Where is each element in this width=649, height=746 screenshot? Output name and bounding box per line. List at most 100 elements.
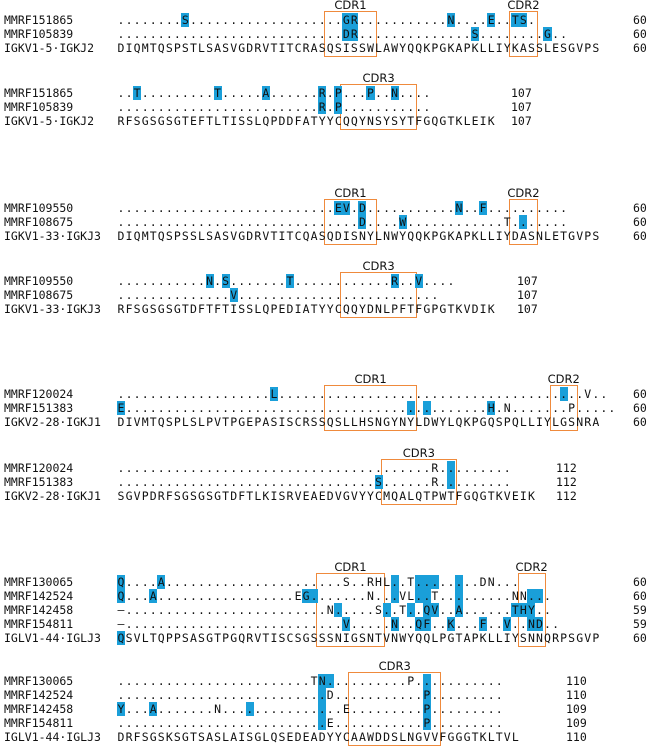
position-number: 60: [633, 589, 647, 603]
cdr-title: CDR3: [362, 71, 395, 85]
sequence-text: ..............V.........................: [117, 288, 439, 302]
position-number: 60: [633, 13, 647, 27]
sequence-text: ...................L....................…: [117, 387, 608, 401]
sequence-label: MMRF142458: [4, 702, 74, 716]
sequence-text: DRFSGSKSGTSASLAISGLQSEDEADYYCAAWDDSLNGVV…: [117, 730, 519, 744]
sequence-text: ...........N.S.......T............R..V..…: [117, 274, 455, 288]
sequence-row: MMRF142524 ..........................D...…: [0, 688, 649, 702]
position-number: 107: [511, 114, 532, 128]
sequence-row: MMRF142458 –.........................N...…: [0, 603, 649, 617]
sequence-label: IGLV1-44·IGLJ3: [4, 730, 101, 744]
position-number: 60: [633, 401, 647, 415]
sequence-text: DIQMTQSPSTLSASVGDRVTITCRASQSISSWLAWYQQKP…: [117, 41, 600, 55]
sequence-text: ..T.........T.....A......R.P...P..N....: [117, 86, 431, 100]
sequence-text: –...........................V.....N..QF.…: [117, 617, 560, 631]
sequence-row: MMRF105839 .........................R.P..…: [0, 100, 649, 114]
sequence-row: MMRF109550 ...........................EV.…: [0, 201, 649, 215]
sequence-label: MMRF130065: [4, 575, 74, 589]
sequence-label: IGKV1-33·IGKJ3: [4, 302, 101, 316]
sequence-label: IGKV1-5·IGKJ2: [4, 41, 95, 55]
position-number: 60: [633, 575, 647, 589]
sequence-text: DIVMTQSPLSLPVTPGEPASISCRSSQSLLHSNGYNYLDW…: [117, 415, 600, 429]
sequence-label: MMRF105839: [4, 27, 74, 41]
sequence-row: MMRF142524 Q...A.................EG......…: [0, 589, 649, 603]
sequence-text: ...........................EV.D.........…: [117, 201, 568, 215]
sequence-text: RFSGSGSGTDFTFTISSLQPEDIATYYCQQYDNLPFTFGP…: [117, 302, 495, 316]
sequence-label: MMRF120024: [4, 387, 74, 401]
sequence-text: QSVLTQPPSASGTPGQRVTISCSGSSSNIGSNTVNWYQQL…: [117, 631, 600, 645]
position-number: 60: [633, 631, 647, 645]
cdr-title: CDR3: [362, 259, 395, 273]
sequence-label: IGKV2-28·IGKJ1: [4, 489, 101, 503]
sequence-label: MMRF142524: [4, 688, 74, 702]
cdr-title: CDR1: [354, 372, 387, 386]
sequence-text: Y...A.......N...............E.........P.…: [117, 702, 503, 716]
sequence-text: .........................R.P...........: [117, 100, 431, 114]
cdr-title: CDR2: [515, 560, 548, 574]
position-number: 107: [517, 274, 538, 288]
sequence-text: ........S...................GR..........…: [117, 13, 535, 27]
position-number: 60: [633, 41, 647, 55]
sequence-text: SGVPDRFSGSGSGTDFTLKISRVEAEDVGVYYCMQALQTP…: [117, 489, 535, 503]
sequence-row: IGLV1-44·IGLJ3 DRFSGSKSGTSASLAISGLQSEDEAD…: [0, 730, 649, 744]
sequence-label: MMRF151865: [4, 13, 74, 27]
sequence-text: Q....A......................S..RHL..T...…: [117, 575, 519, 589]
sequence-label: MMRF142524: [4, 589, 74, 603]
sequence-text: DIQMTQSPSSLSASVGDRVTITCQASQDISNYLNWYQQKP…: [117, 229, 600, 243]
sequence-row: IGLV1-44·IGLJ3 QSVLTQPPSASGTPGQRVTISCSGSS…: [0, 631, 649, 645]
cdr-title: CDR2: [507, 186, 540, 200]
sequence-text: ................................S......R…: [117, 475, 511, 489]
cdr-box: [509, 11, 538, 57]
sequence-label: MMRF120024: [4, 461, 74, 475]
sequence-row: MMRF151865 ........S...................GR…: [0, 13, 649, 27]
cdr-title: CDR1: [334, 560, 367, 574]
cdr-box: [324, 199, 377, 245]
sequence-row: IGKV1-5·IGKJ2 RFSGSGSGTEFTLTISSLQPDDFATYY…: [0, 114, 649, 128]
sequence-text: RFSGSGSGTEFTLTISSLQPDDFATYYCQQYNSYSYTFGQ…: [117, 114, 495, 128]
sequence-row: MMRF151383..............................…: [0, 475, 649, 489]
cdr-title: CDR1: [334, 0, 367, 12]
cdr-box: [324, 385, 417, 431]
sequence-row: IGKV2-28·IGKJ1 DIVMTQSPLSLPVTPGEPASISCRSS…: [0, 415, 649, 429]
sequence-row: MMRF120024..............................…: [0, 461, 649, 475]
sequence-text: ..............................D....W....…: [117, 215, 568, 229]
cdr-box: [324, 11, 377, 57]
sequence-label: MMRF105839: [4, 100, 74, 114]
sequence-row: MMRF108675 ..............V...............…: [0, 288, 649, 302]
position-number: 109: [566, 702, 587, 716]
sequence-text: ..........................E...........P.…: [117, 716, 503, 730]
sequence-row: MMRF120024 ...................L..........…: [0, 387, 649, 401]
position-number: 59: [633, 603, 647, 617]
position-number: 112: [556, 461, 577, 475]
position-number: 60: [633, 387, 647, 401]
sequence-row: IGKV2-28·IGKJ1 SGVPDRFSGSGSGTDFTLKISRVEAE…: [0, 489, 649, 503]
sequence-label: MMRF142458: [4, 603, 74, 617]
sequence-row: MMRF154811 –...........................V.…: [0, 617, 649, 631]
position-number: 112: [556, 489, 577, 503]
sequence-text: ............................DR..........…: [117, 27, 568, 41]
position-number: 60: [633, 201, 647, 215]
position-number: 59: [633, 617, 647, 631]
sequence-label: IGKV2-28·IGKJ1: [4, 415, 101, 429]
sequence-text: .......................................R…: [117, 461, 511, 475]
cdr-title: CDR3: [402, 446, 435, 460]
sequence-label: MMRF151865: [4, 86, 74, 100]
position-number: 60: [633, 215, 647, 229]
sequence-row: IGKV1-33·IGKJ3 RFSGSGSGTDFTFTISSLQPEDIATY…: [0, 302, 649, 316]
position-number: 60: [633, 229, 647, 243]
position-number: 110: [566, 674, 587, 688]
sequence-label: MMRF154811: [4, 716, 74, 730]
position-number: 109: [566, 716, 587, 730]
sequence-text: Q...A.................EG.......N...VL..T…: [117, 589, 551, 603]
sequence-row: MMRF151383 E.............................…: [0, 401, 649, 415]
sequence-row: IGKV1-5·IGKJ2 DIQMTQSPSTLSASVGDRVTITCRASQ…: [0, 41, 649, 55]
sequence-row: MMRF130065 Q....A......................S.…: [0, 575, 649, 589]
sequence-text: ..........................D...........P.…: [117, 688, 503, 702]
sequence-row: MMRF105839 ............................DR…: [0, 27, 649, 41]
sequence-label: IGLV1-44·IGLJ3: [4, 631, 101, 645]
position-number: 110: [566, 730, 587, 744]
cdr-title: CDR2: [507, 0, 540, 12]
sequence-text: ........................TN..........P...…: [117, 674, 503, 688]
sequence-label: MMRF151383: [4, 475, 74, 489]
sequence-label: MMRF109550: [4, 274, 74, 288]
